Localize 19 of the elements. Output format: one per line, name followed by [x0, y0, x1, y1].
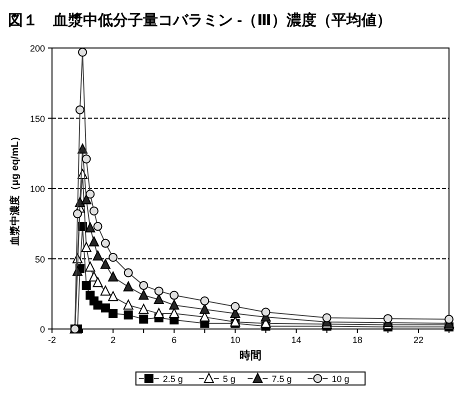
x-tick-label: -2: [48, 335, 56, 345]
x-tick-label: 18: [352, 335, 362, 345]
y-tick-label: 100: [30, 184, 45, 194]
x-tick-label: 10: [230, 335, 240, 345]
y-tick-label: 150: [30, 114, 45, 124]
legend-label: 10 g: [332, 374, 350, 384]
x-tick-label: 6: [172, 335, 177, 345]
x-tick-label: 14: [291, 335, 302, 345]
x-axis-title: 時間: [240, 349, 262, 362]
y-tick-label: 50: [34, 254, 45, 264]
legend-label: 7.5 g: [272, 374, 292, 384]
y-tick-label: 0: [40, 324, 45, 334]
x-tick-label: 22: [413, 335, 424, 345]
y-axis-title: 血漿中濃度（μg eq/mL）: [9, 131, 21, 247]
y-tick-label: 200: [30, 44, 45, 54]
legend-label: 5 g: [222, 374, 236, 384]
x-tick-label: 2: [110, 335, 116, 345]
legend-label: 2.5 g: [162, 374, 183, 384]
chart-title: 図１ 血漿中低分子量コバラミン -（Ⅲ）濃度（平均値）: [8, 11, 392, 29]
